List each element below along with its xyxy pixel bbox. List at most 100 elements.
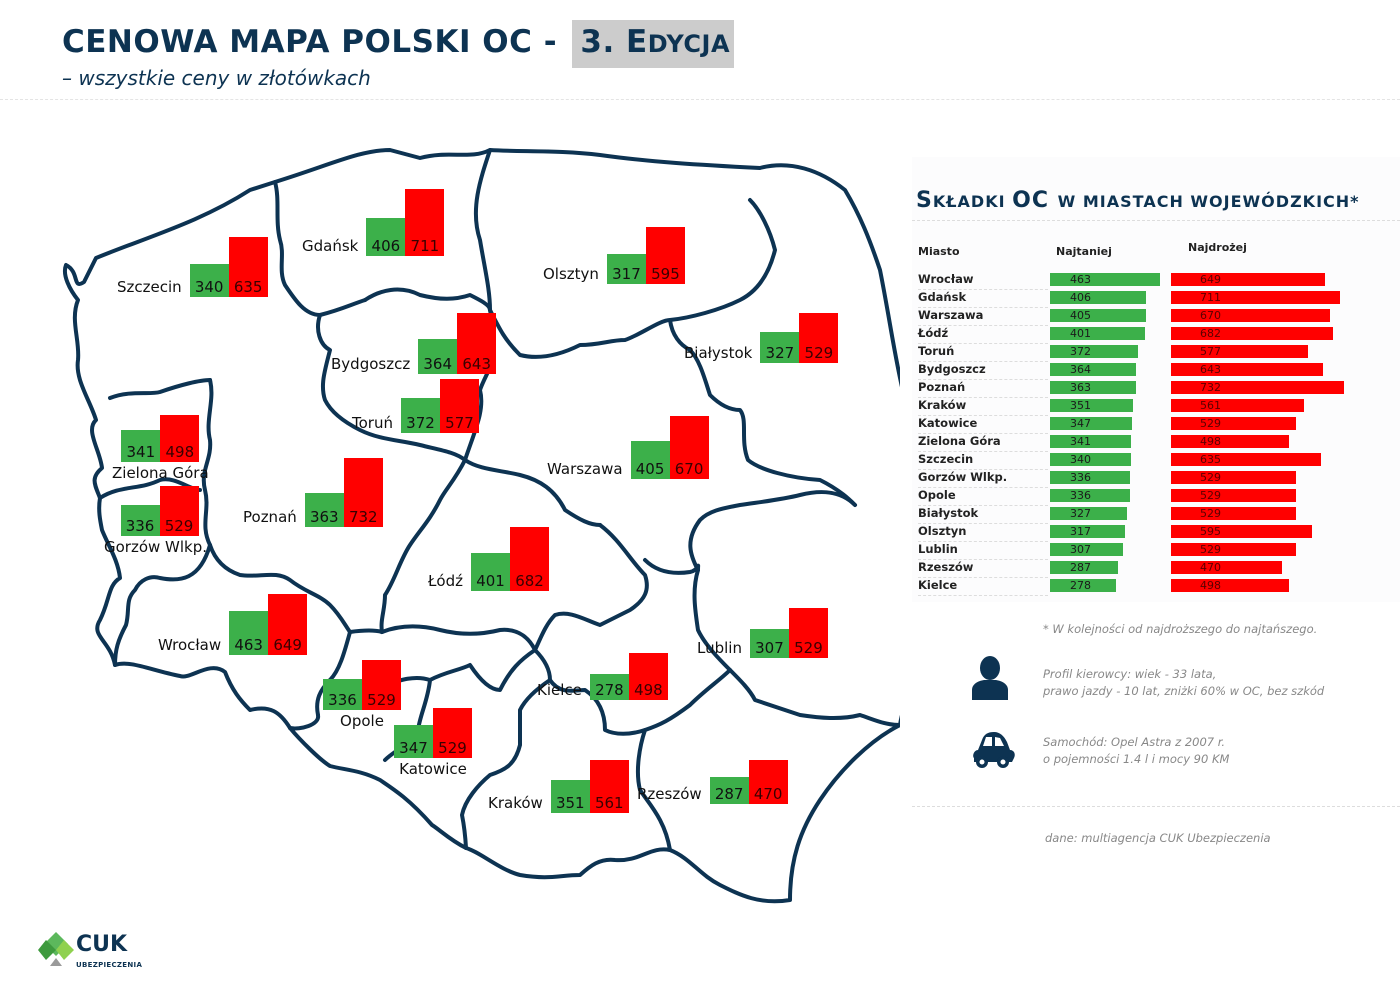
city-szczecin: Szczecin 340 635 <box>117 237 268 297</box>
city-rzeszow: Rzeszów 287 470 <box>637 760 788 804</box>
max-bar: 470 <box>748 760 788 804</box>
city-lodz: Łódź 401 682 <box>428 527 550 591</box>
city-lublin: Lublin 307 529 <box>697 608 828 658</box>
table-row: Opole 336 529 <box>918 486 1358 506</box>
row-min-bar: 347 <box>1050 417 1132 430</box>
city-label: Bydgoszcz <box>331 355 411 373</box>
table-row: Lublin 307 529 <box>918 540 1358 560</box>
row-city: Szczecin <box>918 452 1048 470</box>
min-bar: 364 <box>418 339 458 374</box>
row-min-bar: 327 <box>1050 507 1127 520</box>
min-bar: 406 <box>366 218 406 256</box>
row-min-bar: 401 <box>1050 327 1145 340</box>
page-subtitle: – wszystkie ceny w złotówkach <box>62 66 371 90</box>
min-bar: 307 <box>749 629 789 658</box>
table-row: Kielce 278 498 <box>918 576 1358 596</box>
table-row: Katowice 347 529 <box>918 414 1358 434</box>
min-bar: 351 <box>550 780 590 813</box>
min-bar: 340 <box>189 264 229 297</box>
table-row: Kraków 351 561 <box>918 396 1358 416</box>
row-min-bar: 351 <box>1050 399 1133 412</box>
min-bar: 317 <box>606 254 646 284</box>
cuk-logo: CUK UBEZPIECZENIA <box>38 930 158 972</box>
page-title: CENOWA MAPA POLSKI OC - 3. EDYCJA <box>62 20 735 68</box>
min-bar: 463 <box>229 611 269 655</box>
row-max-bar: 649 <box>1171 273 1325 286</box>
panel-divider <box>912 220 1400 221</box>
city-label: Lublin <box>697 639 742 657</box>
row-city: Wrocław <box>918 272 1048 290</box>
row-max-bar: 470 <box>1171 561 1282 574</box>
col-header-max: Najdrożej <box>1188 241 1247 254</box>
city-poznan: Poznań 363 732 <box>243 458 383 527</box>
col-header-min: Najtaniej <box>1056 245 1112 258</box>
cuk-logo-icon <box>38 932 74 966</box>
table-row: Rzeszów 287 470 <box>918 558 1358 578</box>
row-city: Lublin <box>918 542 1048 560</box>
max-bar: 595 <box>645 227 685 284</box>
max-bar: 529 <box>159 486 199 536</box>
row-max-bar: 635 <box>1171 453 1321 466</box>
row-city: Poznań <box>918 380 1048 398</box>
row-max-bar: 711 <box>1171 291 1340 304</box>
min-bar: 401 <box>471 553 511 591</box>
person-icon <box>972 656 1008 700</box>
city-label: Gorzów Wlkp. <box>104 538 208 556</box>
row-max-bar: 670 <box>1171 309 1330 322</box>
source-divider <box>912 806 1400 807</box>
city-label: Warszawa <box>547 460 623 478</box>
min-bar: 405 <box>630 441 670 479</box>
table-row: Białystok 327 529 <box>918 504 1358 524</box>
city-gorzow: Gorzów Wlkp. 336 529 <box>104 486 207 557</box>
city-katowice: Katowice 347 529 <box>394 708 472 779</box>
row-city: Białystok <box>918 506 1048 524</box>
driver-profile: Profil kierowcy: wiek - 33 lata, prawo j… <box>1043 667 1325 698</box>
min-bar: 327 <box>760 332 800 363</box>
row-min-bar: 463 <box>1050 273 1160 286</box>
city-label: Toruń <box>352 414 393 432</box>
min-bar: 363 <box>304 493 344 527</box>
city-label: Rzeszów <box>637 785 702 803</box>
row-max-bar: 577 <box>1171 345 1308 358</box>
row-city: Łódź <box>918 326 1048 344</box>
row-max-bar: 682 <box>1171 327 1333 340</box>
row-min-bar: 364 <box>1050 363 1136 376</box>
min-bar: 287 <box>709 777 749 804</box>
edition-badge: 3. EDYCJA <box>572 20 735 68</box>
row-max-bar: 732 <box>1171 381 1344 394</box>
city-label: Białystok <box>684 344 753 362</box>
row-city: Warszawa <box>918 308 1048 326</box>
city-label: Katowice <box>399 760 467 778</box>
city-label: Kielce <box>537 681 582 699</box>
city-torun: Toruń 372 577 <box>352 379 479 433</box>
row-min-bar: 336 <box>1050 489 1130 502</box>
row-min-bar: 287 <box>1050 561 1118 574</box>
city-label: Zielona Góra <box>112 464 209 482</box>
col-header-city: Miasto <box>918 245 960 258</box>
row-city: Kraków <box>918 398 1048 416</box>
row-max-bar: 643 <box>1171 363 1323 376</box>
max-bar: 635 <box>228 237 268 297</box>
row-min-bar: 336 <box>1050 471 1130 484</box>
city-label: Opole <box>340 712 384 730</box>
max-bar: 670 <box>669 416 709 479</box>
row-max-bar: 595 <box>1171 525 1312 538</box>
city-bialystok: Białystok 327 529 <box>684 313 839 363</box>
table-row: Gorzów Wlkp. 336 529 <box>918 468 1358 488</box>
city-label: Wrocław <box>158 636 222 654</box>
city-warszawa: Warszawa 405 670 <box>547 416 709 479</box>
row-min-bar: 278 <box>1050 579 1116 592</box>
row-city: Gdańsk <box>918 290 1048 308</box>
max-bar: 682 <box>510 527 550 591</box>
city-zielona-gora: Zielona Góra 341 498 <box>112 415 209 483</box>
max-bar: 643 <box>457 313 497 374</box>
table-row: Szczecin 340 635 <box>918 450 1358 470</box>
car-icon <box>973 732 1015 768</box>
min-bar: 336 <box>323 679 362 710</box>
row-max-bar: 561 <box>1171 399 1304 412</box>
row-city: Gorzów Wlkp. <box>918 470 1048 488</box>
data-source: dane: multiagencja CUK Ubezpieczenia <box>1045 831 1271 845</box>
row-min-bar: 363 <box>1050 381 1136 394</box>
max-bar: 649 <box>268 594 308 655</box>
min-bar: 372 <box>400 398 440 433</box>
